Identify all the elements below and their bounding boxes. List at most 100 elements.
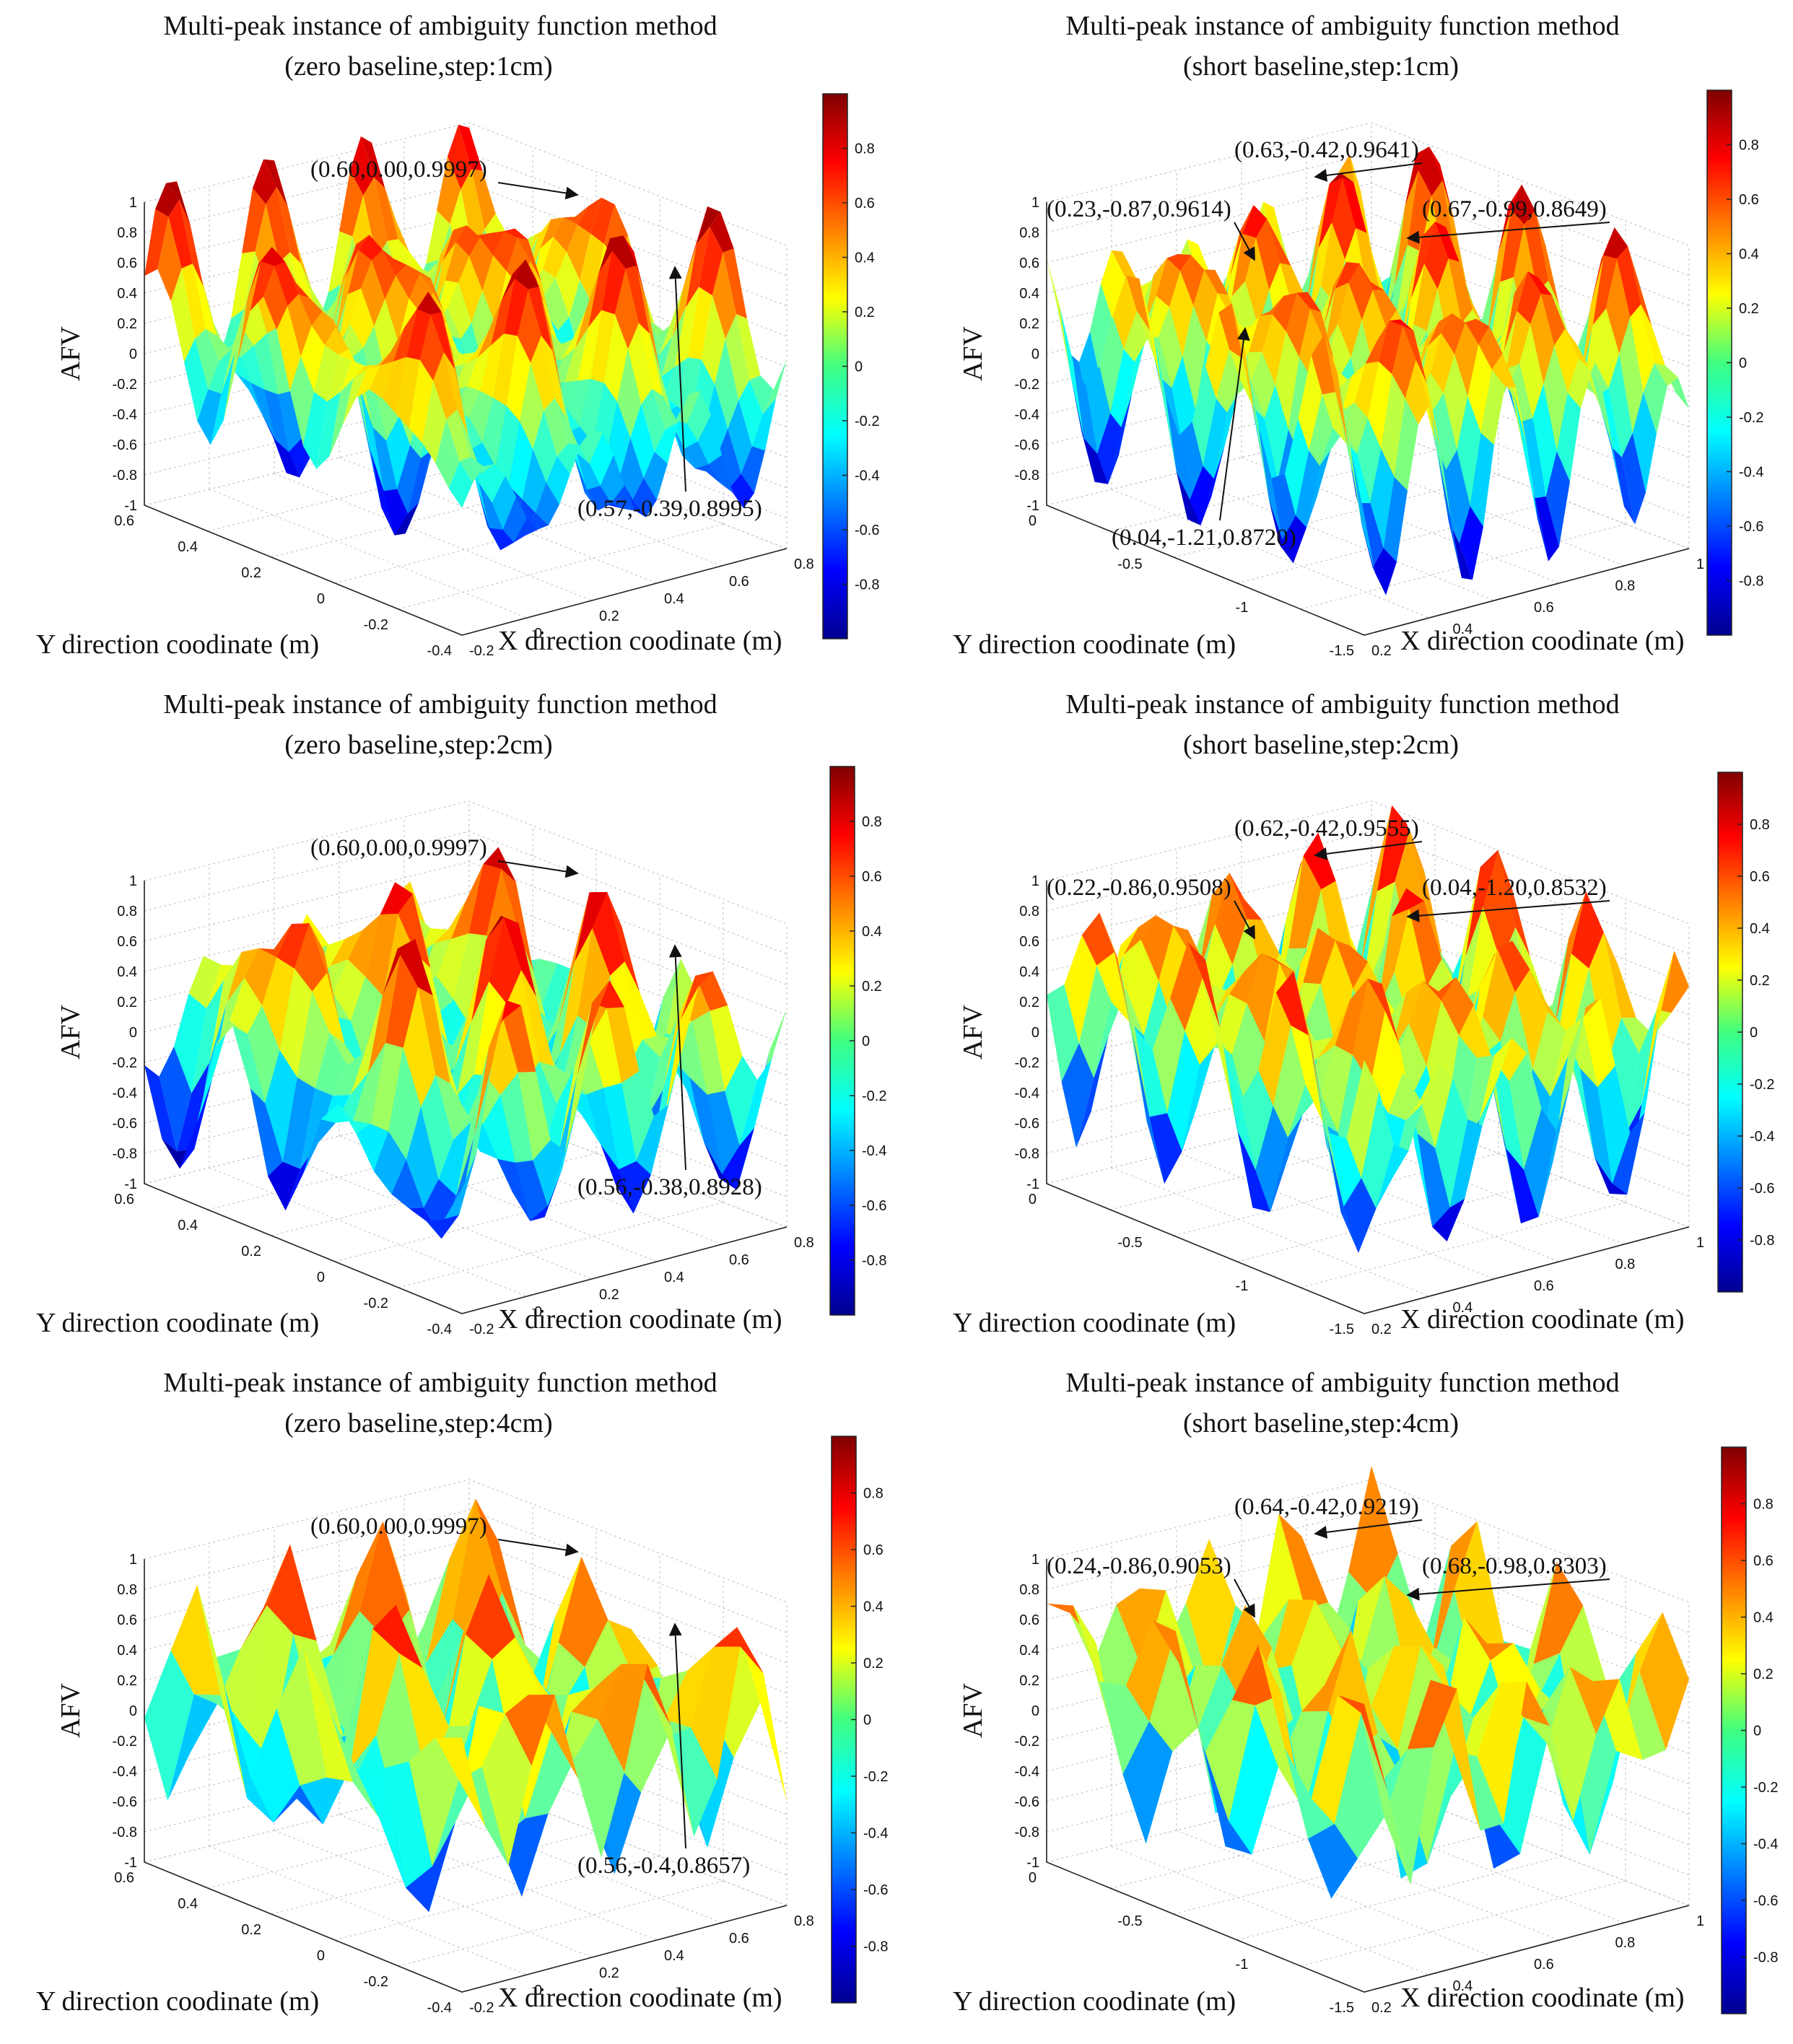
surface-patch — [276, 1647, 327, 1786]
surface-patch — [1203, 398, 1227, 479]
surface-patch — [220, 309, 245, 355]
surface-patch — [406, 264, 431, 279]
z-tick-label: 0.2 — [117, 316, 137, 332]
y-tick-label: -0.5 — [1117, 1913, 1142, 1929]
surface-patch — [386, 416, 411, 489]
surface-patch — [1392, 326, 1416, 399]
surface-patch — [408, 450, 432, 514]
surface-patch — [1515, 969, 1548, 1070]
z-tick-label: 0.8 — [1019, 1582, 1039, 1598]
x-tick-label: 0.2 — [1371, 1322, 1392, 1337]
surface-patch — [242, 188, 266, 253]
surface-patch — [457, 409, 481, 474]
surface-patch — [722, 1127, 755, 1190]
peak-annotation: (0.56,-0.4,0.8657) — [577, 1622, 750, 1879]
surface-patch — [1291, 1025, 1324, 1124]
surface-patch — [493, 333, 518, 406]
surface-patch — [736, 314, 761, 380]
surface-patch — [197, 389, 222, 445]
y-tick-label: 0.6 — [114, 513, 134, 529]
surface-patch — [1533, 1562, 1584, 1664]
z-tick-label: -1 — [1026, 1176, 1039, 1192]
surface-patch — [1532, 384, 1557, 497]
surface-patch — [1343, 178, 1367, 233]
surface-patch — [1483, 949, 1515, 1041]
z-tick-label: 1 — [1031, 195, 1039, 211]
surface-patch — [274, 261, 299, 306]
surface-patch — [303, 1647, 353, 1782]
surface-patch — [370, 1043, 403, 1132]
surface-patch — [1367, 979, 1400, 1047]
surface-patch — [1159, 925, 1192, 1036]
surface-patch — [397, 445, 422, 514]
surface-patch — [1506, 1148, 1539, 1223]
y-axis-label: Y direction coodinate (m) — [953, 629, 1236, 660]
surface-patch — [1394, 398, 1418, 491]
surface-patch — [1519, 324, 1544, 419]
colorbar-tick-label: -0.6 — [855, 523, 879, 538]
surface-patch — [1264, 385, 1288, 482]
surface-patch — [506, 336, 531, 422]
surface-patch — [419, 314, 444, 381]
x-tick-label: 0.2 — [599, 608, 619, 624]
surface-patch — [1597, 1065, 1631, 1184]
surface-patch — [1166, 396, 1190, 500]
surface-patch — [1427, 1521, 1478, 1680]
surface-patch — [521, 969, 554, 1066]
surface-patch — [237, 261, 261, 364]
x-tick-label: 0.4 — [1453, 1978, 1473, 1994]
colorbar-tick-label: -0.8 — [855, 577, 879, 593]
colorbar: -0.8 -0.6 -0.4 -0.2 0 0.2 0.4 0.6 0.8 — [822, 93, 879, 639]
surface-patch — [451, 352, 476, 368]
surface-patch — [206, 328, 230, 362]
surface-patch — [553, 217, 577, 253]
surface-patch — [1182, 1047, 1215, 1151]
surface-patch — [673, 419, 698, 449]
surface-patch — [1325, 282, 1349, 348]
surface-patch — [1397, 245, 1421, 314]
surface-patch — [1426, 1000, 1460, 1133]
surface-patch — [723, 248, 747, 319]
surface-patch — [522, 449, 546, 513]
peak-annotation-label: (0.22,-0.86,0.9508) — [1047, 875, 1231, 901]
colorbar-tick-label: -0.4 — [1753, 1837, 1778, 1853]
surface-patch — [1353, 979, 1385, 1085]
z-tick-label: 1 — [129, 873, 137, 889]
x-axis-label: X direction coodinate (m) — [498, 1304, 782, 1335]
z-tick-label: -0.2 — [1015, 377, 1039, 393]
x-tick-label: 0.4 — [664, 1270, 684, 1285]
surface-patch — [1407, 1680, 1457, 1750]
surface-patch — [1278, 1514, 1329, 1609]
surface-patch — [533, 1140, 566, 1206]
surface-patch — [276, 305, 301, 391]
surface-patch — [601, 1145, 634, 1214]
surface-patch — [580, 379, 604, 444]
surface-patch — [1417, 1133, 1450, 1227]
surface-patch — [437, 156, 461, 224]
axis-box — [144, 202, 788, 636]
surface-patch — [1550, 1018, 1583, 1097]
surface-patch — [170, 1584, 221, 1695]
peak-annotation-label: (0.68,-0.98,0.8303) — [1422, 1553, 1607, 1579]
surface-patch — [1227, 380, 1252, 413]
colorbar-tick-label: -0.8 — [862, 1253, 886, 1269]
surface-patch — [359, 388, 384, 492]
surface-patch — [1299, 308, 1324, 380]
z-tick-label: -0.6 — [113, 1116, 137, 1132]
surface-patch — [1535, 496, 1559, 562]
surface-patch — [1391, 981, 1424, 1052]
surface-patch — [409, 359, 433, 443]
surface-patch — [1524, 210, 1548, 292]
surface-patch — [1112, 275, 1137, 349]
surface-patch — [279, 968, 313, 1078]
peak-annotation-label: (0.60,0.00,0.9997) — [310, 157, 487, 183]
colorbar: -0.8 -0.6 -0.4 -0.2 0 0.2 0.4 0.6 0.8 — [1717, 772, 1774, 1293]
surface-patch — [430, 312, 455, 370]
surface-patch — [1465, 850, 1498, 957]
x-tick-label: 0.6 — [729, 574, 749, 590]
surface-patch — [589, 1008, 621, 1088]
surface-patch — [1619, 317, 1644, 433]
colorbar-tick-label: -0.6 — [1750, 1181, 1774, 1197]
surface-patch — [1282, 515, 1306, 564]
